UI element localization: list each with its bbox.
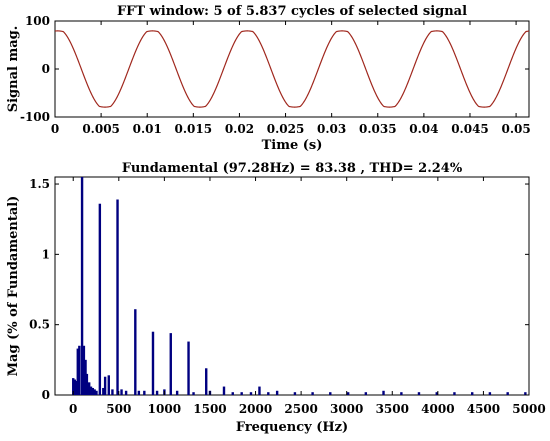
fft-chart-tick-labels: 0 500 1000 1500 2000 2500 3000 3500 4000 4500 5000…	[29, 177, 546, 416]
fft-xtick-label: 3500	[376, 402, 409, 416]
fft-bar	[231, 392, 234, 395]
fft-bar	[103, 376, 107, 395]
fft-chart-title: Fundamental (97.28Hz) = 83.38 , THD= 2.2…	[122, 161, 463, 176]
fft-bar	[143, 390, 146, 395]
fft-bar	[93, 389, 96, 395]
fft-bar	[102, 387, 105, 395]
time-signal-line	[54, 30, 530, 108]
time-chart-title: FFT window: 5 of 5.837 cycles of selecte…	[117, 4, 467, 19]
time-xtick-label: 0.025	[267, 122, 305, 136]
fft-bar	[524, 392, 527, 395]
fft-ytick-label: 0.5	[29, 318, 50, 332]
fft-bar	[488, 392, 492, 395]
time-xtick-label: 0.005	[82, 122, 120, 136]
fft-bar	[91, 387, 95, 395]
time-xtick-label: 0.02	[225, 122, 254, 136]
fft-bar	[137, 390, 141, 395]
fft-xtick-label: 4000	[421, 402, 454, 416]
fft-bar	[435, 392, 438, 395]
fft-bar	[205, 368, 208, 395]
fft-bar	[80, 177, 84, 395]
fft-bar	[95, 390, 98, 395]
time-xtick-label: 0.04	[409, 122, 438, 136]
fft-ytick-label: 1.5	[29, 177, 50, 191]
fft-bar	[329, 392, 332, 395]
time-chart-axes	[54, 20, 530, 118]
fft-bar	[78, 345, 81, 395]
time-xtick-label: 0	[51, 122, 59, 136]
fft-chart: Fundamental (97.28Hz) = 83.38 , THD= 2.2…	[6, 161, 546, 435]
time-chart: FFT window: 5 of 5.837 cycles of selecte…	[6, 4, 531, 153]
fft-bar	[169, 333, 172, 395]
fft-bar	[134, 309, 137, 395]
fft-chart-ticks	[55, 177, 530, 396]
time-chart-ylabel: Signal mag.	[6, 26, 21, 113]
fft-xtick-label: 4500	[467, 402, 500, 416]
time-xtick-label: 0.035	[359, 122, 397, 136]
fft-xtick-label: 500	[106, 402, 131, 416]
fft-chart-axes	[54, 176, 530, 396]
fft-bar	[346, 392, 350, 395]
fft-bar	[417, 392, 421, 395]
fft-bar	[76, 348, 79, 395]
fft-bar	[87, 382, 91, 395]
fft-bar	[249, 392, 253, 395]
time-xtick-label: 0.045	[451, 122, 489, 136]
fft-bar	[75, 380, 78, 395]
fft-bar	[471, 392, 474, 395]
fft-bar	[120, 389, 123, 395]
fft-bar	[267, 392, 270, 395]
fft-bar	[453, 392, 456, 395]
time-xtick-label: 0.03	[317, 122, 346, 136]
fft-bar	[382, 390, 385, 395]
fft-chart-ylabel: Mag (% of Fundamental)	[6, 196, 21, 377]
time-chart-tick-labels: 0 0.005 0.01 0.015 0.02 0.025 0.03 0.035 0.04 0.0…	[20, 14, 531, 136]
fft-xtick-label: 3000	[330, 402, 363, 416]
fft-bar	[192, 392, 195, 395]
fft-bar	[98, 203, 102, 395]
fft-xtick-label: 1500	[193, 402, 226, 416]
time-ytick-label: 100	[25, 14, 50, 28]
fft-bar	[275, 390, 279, 395]
fft-xtick-label: 2500	[284, 402, 317, 416]
fft-bar	[84, 359, 87, 395]
fft-bar	[82, 345, 86, 395]
time-xtick-label: 0.015	[175, 122, 213, 136]
time-chart-ticks	[54, 20, 529, 118]
fft-bar	[124, 390, 128, 395]
fft-bar	[400, 392, 403, 395]
fft-bar	[175, 390, 179, 395]
fft-ytick-label: 0	[42, 388, 50, 402]
fft-bar	[364, 392, 368, 395]
time-ytick-label: -100	[20, 110, 50, 124]
fft-xtick-label: 1000	[148, 402, 181, 416]
fft-bar	[107, 375, 110, 395]
fft-bar	[187, 341, 190, 395]
fft-bar	[151, 331, 155, 395]
fft-bar	[85, 373, 89, 395]
fft-xtick-label: 5000	[512, 402, 545, 416]
time-xtick-label: 0.05	[501, 122, 530, 136]
fft-bar	[293, 392, 297, 395]
fft-ytick-label: 1	[42, 247, 50, 261]
fft-bar	[89, 386, 93, 395]
fft-xtick-label: 0	[69, 402, 77, 416]
time-ytick-label: 0	[42, 62, 50, 76]
fft-bar	[222, 386, 226, 395]
fft-bar	[258, 386, 261, 395]
fft-bar	[116, 199, 119, 395]
fft-xtick-label: 2000	[239, 402, 272, 416]
fft-bar	[155, 390, 159, 395]
fft-bar	[240, 392, 243, 395]
fft-bar	[111, 389, 114, 395]
fft-bar	[72, 378, 75, 395]
fft-bar	[73, 379, 76, 395]
fft-bar	[506, 392, 509, 395]
time-xtick-label: 0.01	[133, 122, 162, 136]
fft-bar	[311, 392, 314, 395]
fft-chart-xlabel: Frequency (Hz)	[236, 420, 348, 435]
fft-bars	[72, 177, 527, 395]
time-chart-xlabel: Time (s)	[262, 138, 323, 153]
